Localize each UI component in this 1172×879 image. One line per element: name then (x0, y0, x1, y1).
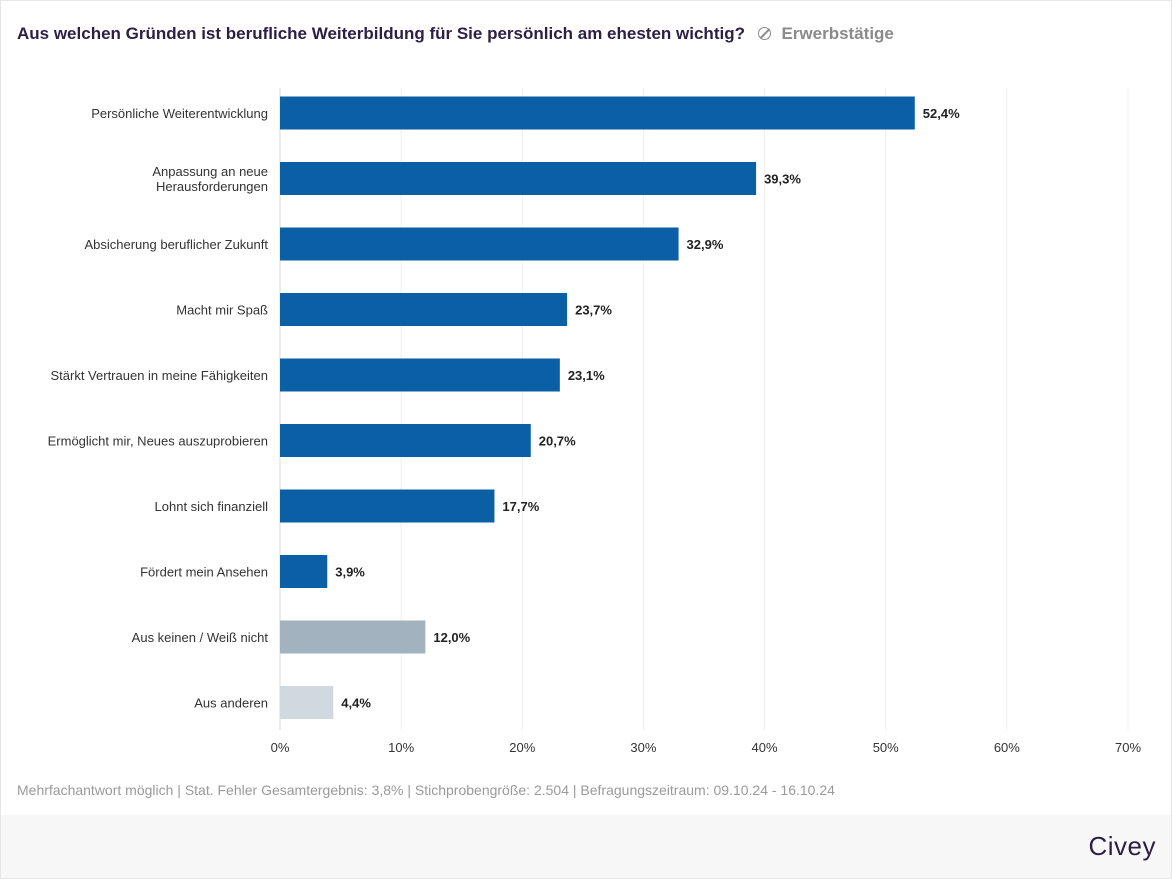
bar (280, 227, 679, 261)
bar-value-label: 52,4% (923, 106, 960, 121)
category-label: Stärkt Vertrauen in meine Fähigkeiten (50, 368, 268, 383)
bar-value-label: 32,9% (687, 237, 724, 252)
filter-label[interactable]: Erwerbstätige (781, 24, 894, 43)
bar (280, 620, 426, 654)
category-label: Absicherung beruflicher Zukunft (84, 237, 268, 252)
x-tick-label: 20% (509, 740, 535, 755)
bar-value-label: 3,9% (335, 565, 365, 580)
category-label: Ermöglicht mir, Neues auszuprobieren (48, 434, 268, 449)
civey-logo[interactable]: Civey (1088, 831, 1156, 861)
bar (280, 424, 531, 457)
bar (280, 358, 560, 392)
bar-value-label: 12,0% (433, 630, 470, 645)
chart-title: Aus welchen Gründen ist berufliche Weite… (17, 24, 894, 44)
bar (280, 489, 495, 523)
category-label: Persönliche Weiterentwicklung (91, 106, 268, 121)
category-label: Fördert mein Ansehen (140, 565, 268, 580)
bar (280, 96, 915, 130)
x-tick-label: 50% (873, 740, 899, 755)
bar (280, 293, 568, 326)
filter-off-icon[interactable] (757, 27, 771, 40)
footer-bar: Civey (1, 815, 1171, 878)
bar-value-label: 4,4% (341, 696, 371, 711)
bar-value-label: 17,7% (502, 499, 539, 514)
category-label: Aus keinen / Weiß nicht (132, 630, 269, 645)
category-label: Macht mir Spaß (176, 303, 268, 318)
footnote: Mehrfachantwort möglich | Stat. Fehler G… (17, 782, 835, 798)
x-tick-label: 40% (752, 740, 778, 755)
bar-value-label: 20,7% (539, 434, 576, 449)
bar-value-label: 23,7% (575, 303, 612, 318)
x-tick-label: 70% (1115, 740, 1141, 755)
x-tick-label: 10% (388, 740, 414, 755)
category-label: Lohnt sich finanziell (155, 499, 269, 514)
category-label: Anpassung an neue Herausforderungen (152, 164, 268, 194)
bar (280, 162, 757, 195)
bar-value-label: 23,1% (568, 368, 605, 383)
title-text: Aus welchen Gründen ist berufliche Weite… (17, 24, 745, 43)
bar-value-label: 39,3% (764, 172, 801, 187)
category-label: Aus anderen (194, 696, 268, 711)
bar-chart: 0% 10% 20% 30% 40% 50% 60% 70% 52,4% Persönliche … (48, 88, 1141, 755)
x-tick-label: 0% (271, 740, 290, 755)
x-tick-label: 60% (994, 740, 1020, 755)
bar (280, 686, 334, 719)
x-tick-label: 30% (630, 740, 656, 755)
bar (280, 555, 328, 588)
